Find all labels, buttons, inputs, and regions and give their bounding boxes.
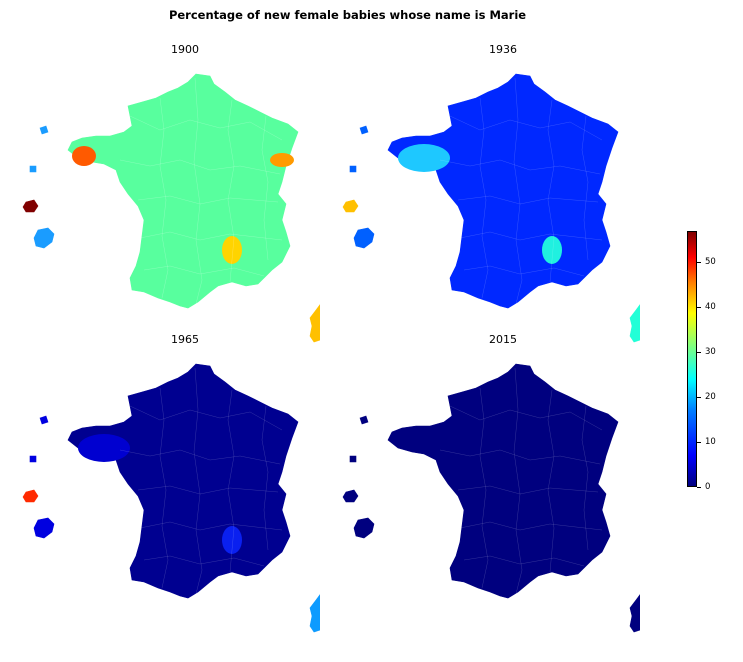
colorbar-tick-label: 40 [705, 302, 716, 313]
department-borders [119, 77, 283, 305]
corsica [309, 594, 320, 633]
colorbar-tick-label: 30 [705, 347, 716, 358]
panel-title-2015: 2015 [489, 333, 517, 346]
department-borders [439, 77, 603, 305]
overseas-island [33, 227, 55, 249]
colorbar-tick-label: 50 [705, 257, 716, 268]
colorbar-tick [697, 487, 701, 488]
overseas-island [33, 517, 55, 539]
france-mainland [67, 73, 299, 309]
figure-title: Percentage of new female babies whose na… [168, 8, 527, 22]
overseas-island [39, 125, 49, 135]
corsica [309, 304, 320, 343]
france-mainland [67, 363, 299, 599]
france-mainland [387, 363, 619, 599]
map-1900 [22, 73, 320, 343]
department-highlight [270, 153, 294, 167]
department-borders [439, 367, 603, 595]
colorbar-tick [697, 307, 701, 309]
colorbar-tick-label: 0 [705, 482, 711, 492]
overseas-island [353, 517, 375, 539]
panel-title-1900: 1900 [171, 43, 199, 56]
colorbar-tick [697, 442, 701, 444]
overseas-island [39, 415, 49, 425]
colorbar [687, 231, 697, 487]
colorbar-tick-label: 20 [705, 392, 716, 403]
overseas-island [349, 455, 357, 463]
department-borders [119, 367, 283, 595]
overseas-island [359, 125, 369, 135]
map-1936 [342, 73, 640, 343]
colorbar-tick [697, 397, 701, 399]
region-highlight [78, 434, 130, 462]
map-1965 [22, 363, 320, 633]
department-highlight [72, 146, 96, 166]
region-highlight [398, 144, 450, 172]
department-highlight [222, 236, 242, 264]
overseas-island [353, 227, 375, 249]
overseas-island [22, 199, 39, 213]
department-highlight [222, 526, 242, 554]
colorbar-tick-label: 10 [705, 437, 716, 448]
corsica [629, 594, 640, 633]
overseas-island [29, 455, 37, 463]
colorbar-tick [697, 352, 701, 354]
panel-title-1936: 1936 [489, 43, 517, 56]
overseas-island [342, 489, 359, 503]
colorbar-tick [697, 262, 701, 264]
overseas-island [359, 415, 369, 425]
overseas-island [29, 165, 37, 173]
overseas-island [342, 199, 359, 213]
map-2015 [342, 363, 640, 633]
corsica [629, 304, 640, 343]
overseas-island [22, 489, 39, 503]
overseas-island [349, 165, 357, 173]
panel-title-1965: 1965 [171, 333, 199, 346]
department-highlight [542, 236, 562, 264]
france-mainland [387, 73, 619, 309]
